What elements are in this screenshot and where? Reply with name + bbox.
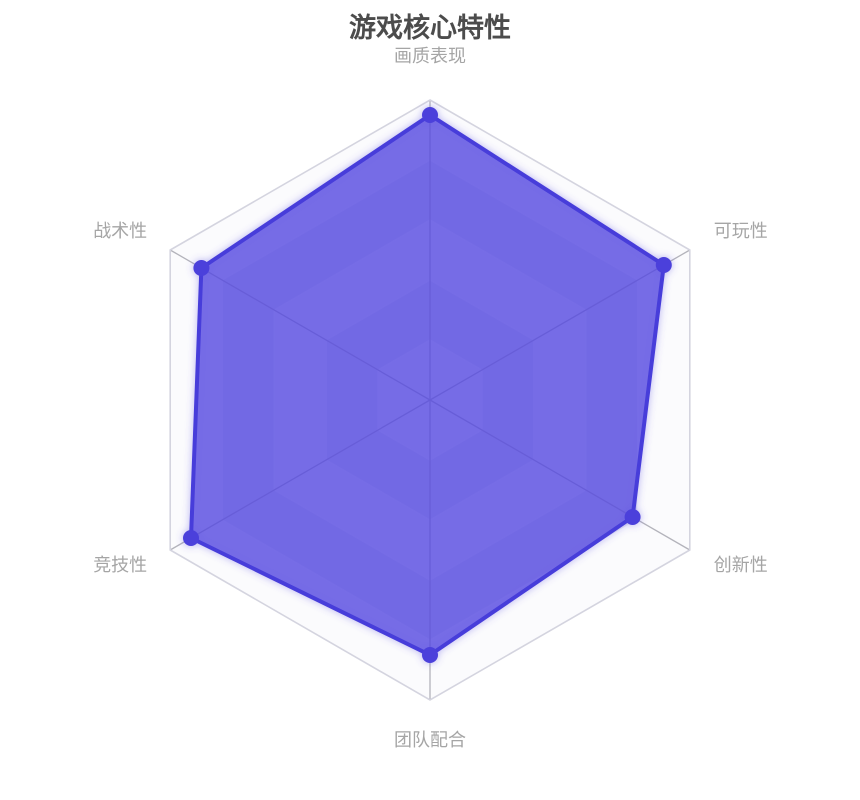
radar-series — [183, 107, 672, 663]
data-point[interactable] — [422, 647, 438, 663]
axis-label: 团队配合 — [394, 730, 466, 750]
axis-label: 可玩性 — [714, 221, 768, 241]
axis-label: 战术性 — [93, 221, 147, 241]
data-point[interactable] — [624, 509, 641, 525]
radar-series-shape — [183, 107, 672, 663]
radar-outer-hexagon — [169, 99, 691, 701]
data-point[interactable] — [655, 257, 672, 273]
axis-label: 画质表现 — [394, 46, 466, 66]
radar-outer-border — [169, 99, 691, 701]
axis-label: 竞技性 — [93, 555, 147, 575]
chart-title: 游戏核心特性 — [349, 12, 511, 43]
data-point[interactable] — [193, 260, 210, 276]
data-point[interactable] — [422, 107, 438, 123]
data-point[interactable] — [183, 530, 199, 546]
axis-label: 创新性 — [714, 555, 768, 575]
